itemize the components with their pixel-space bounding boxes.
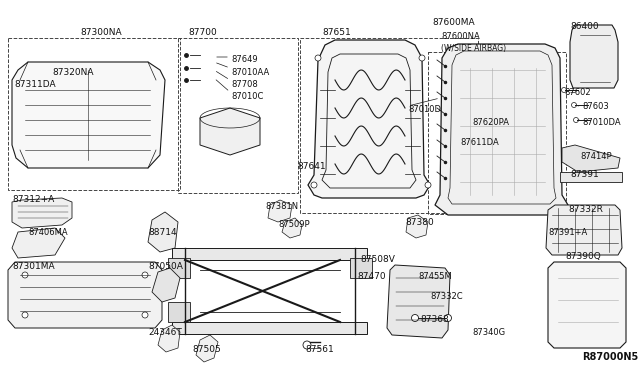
Text: 87300NA: 87300NA — [80, 28, 122, 37]
Bar — [178, 38, 298, 193]
Circle shape — [315, 55, 321, 61]
Text: 24346T: 24346T — [148, 328, 182, 337]
Polygon shape — [200, 108, 260, 155]
Polygon shape — [548, 262, 626, 348]
Text: 87010AA: 87010AA — [231, 68, 269, 77]
Polygon shape — [12, 228, 65, 258]
Text: 87651: 87651 — [322, 28, 351, 37]
Polygon shape — [308, 40, 430, 198]
Text: 87641: 87641 — [297, 162, 326, 171]
Circle shape — [561, 87, 566, 93]
Circle shape — [22, 272, 28, 278]
Polygon shape — [546, 205, 622, 255]
Circle shape — [572, 103, 577, 108]
Text: 87312+A: 87312+A — [12, 195, 54, 204]
Text: 87311DA: 87311DA — [14, 80, 56, 89]
Text: (W/SIDE AIRBAG): (W/SIDE AIRBAG) — [441, 44, 506, 53]
Text: 87600NA: 87600NA — [441, 32, 480, 41]
Circle shape — [22, 312, 28, 318]
Polygon shape — [387, 265, 450, 338]
Text: 87391: 87391 — [570, 170, 599, 179]
Bar — [8, 38, 180, 190]
Bar — [428, 52, 566, 214]
Polygon shape — [268, 200, 292, 222]
Text: 87561: 87561 — [305, 345, 333, 354]
Text: 87332C: 87332C — [430, 292, 463, 301]
Polygon shape — [152, 268, 180, 302]
Text: 87509P: 87509P — [278, 220, 310, 229]
Bar — [350, 258, 372, 278]
Text: 87649: 87649 — [231, 55, 258, 64]
Text: 87505: 87505 — [192, 345, 221, 354]
Polygon shape — [8, 262, 162, 328]
Text: 87320NA: 87320NA — [52, 68, 93, 77]
Circle shape — [419, 55, 425, 61]
Text: 87611DA: 87611DA — [460, 138, 499, 147]
Circle shape — [445, 314, 451, 321]
Text: 87620PA: 87620PA — [472, 118, 509, 127]
Text: 87602: 87602 — [564, 88, 591, 97]
Bar — [168, 258, 190, 278]
Polygon shape — [148, 212, 178, 252]
Text: 88714: 88714 — [148, 228, 177, 237]
Circle shape — [142, 312, 148, 318]
Text: 87380: 87380 — [405, 218, 434, 227]
Text: 86400: 86400 — [570, 22, 598, 31]
Text: 87390Q: 87390Q — [565, 252, 601, 261]
Circle shape — [425, 182, 431, 188]
Text: 87603: 87603 — [582, 102, 609, 111]
Text: 87700: 87700 — [188, 28, 217, 37]
Text: R87000N5: R87000N5 — [582, 352, 638, 362]
Polygon shape — [562, 145, 620, 172]
Polygon shape — [406, 215, 428, 238]
Polygon shape — [12, 198, 72, 228]
Bar — [172, 322, 367, 334]
Text: 87010C: 87010C — [231, 92, 264, 101]
Bar — [560, 172, 622, 182]
Bar — [168, 302, 190, 322]
Circle shape — [303, 341, 311, 349]
Text: 87010D: 87010D — [408, 105, 441, 114]
Text: 87010DA: 87010DA — [582, 118, 621, 127]
Text: 87470: 87470 — [357, 272, 386, 281]
Text: 87708: 87708 — [231, 80, 258, 89]
Text: 87406MA: 87406MA — [28, 228, 68, 237]
Polygon shape — [570, 25, 618, 88]
Polygon shape — [435, 44, 568, 215]
Circle shape — [142, 272, 148, 278]
Polygon shape — [282, 218, 302, 238]
Text: 87455M: 87455M — [418, 272, 452, 281]
Polygon shape — [196, 335, 218, 362]
Text: 87391+A: 87391+A — [548, 228, 588, 237]
Bar — [300, 38, 478, 213]
Circle shape — [412, 314, 419, 321]
Polygon shape — [158, 325, 180, 352]
Circle shape — [573, 118, 579, 122]
Text: 87340G: 87340G — [472, 328, 505, 337]
Text: 87381N: 87381N — [265, 202, 298, 211]
Bar — [172, 248, 367, 260]
Circle shape — [311, 182, 317, 188]
Text: 87414P: 87414P — [580, 152, 612, 161]
Text: 87368: 87368 — [420, 315, 449, 324]
Text: 87301MA: 87301MA — [12, 262, 54, 271]
Text: 87508V: 87508V — [360, 255, 395, 264]
Text: 87050A: 87050A — [148, 262, 183, 271]
Text: 87600MA: 87600MA — [432, 18, 475, 27]
Polygon shape — [12, 62, 165, 168]
Text: 87332R: 87332R — [568, 205, 603, 214]
